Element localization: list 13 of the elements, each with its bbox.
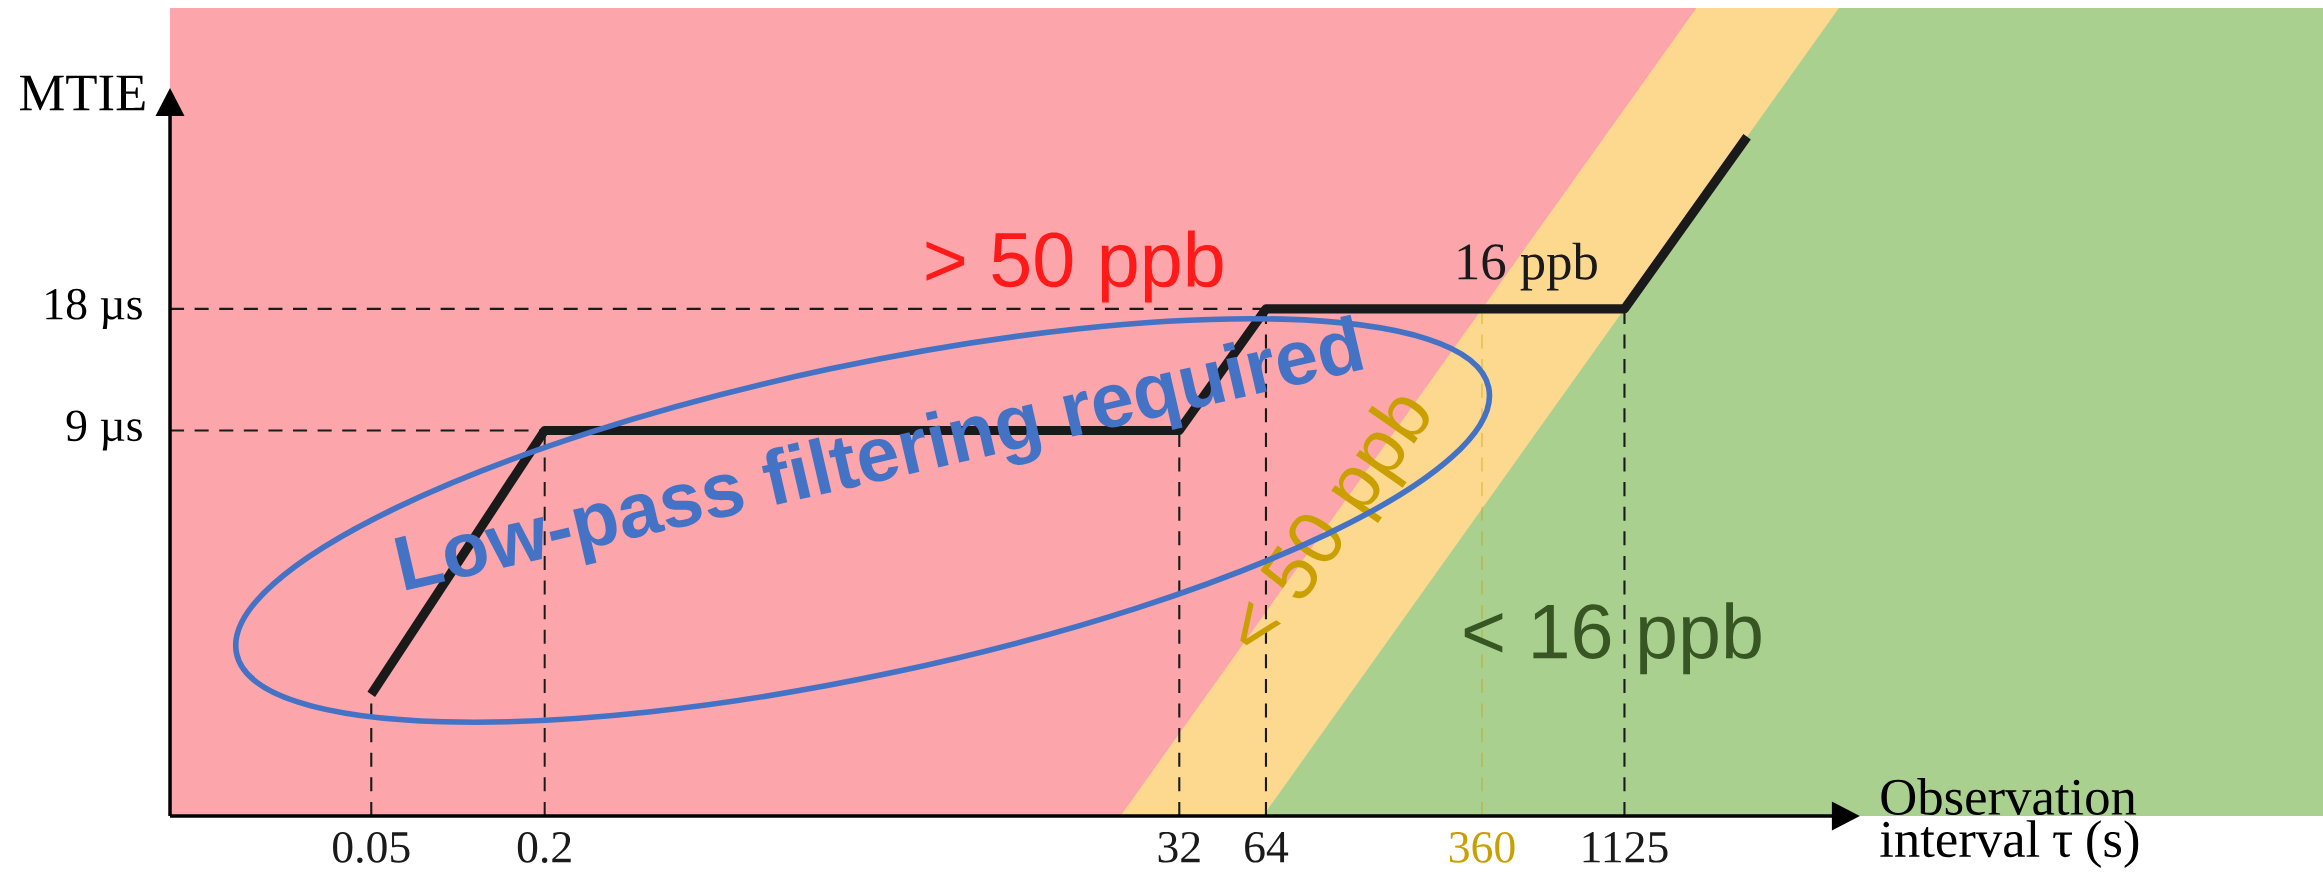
y-tick-label: 18 µs: [46, 288, 142, 329]
x-axis-title: Observation interval τ (s): [1880, 778, 2139, 868]
y-axis-title: MTIE: [19, 75, 145, 111]
x-tick-label: 0.2: [517, 831, 571, 863]
x-tick-label: 1125: [1583, 831, 1668, 863]
x-tick-label: 360: [1449, 831, 1515, 863]
x-tick-label: 32: [1158, 831, 1200, 863]
y-tick-label: 9 µs: [66, 410, 142, 451]
annotation: > 50 ppb: [926, 230, 1223, 303]
x-tick-label: 0.05: [333, 831, 410, 863]
annotation: 16 ppb: [1458, 242, 1597, 291]
x-tick-label: 64: [1245, 831, 1289, 863]
annotation: < 16 ppb: [1464, 602, 1761, 675]
